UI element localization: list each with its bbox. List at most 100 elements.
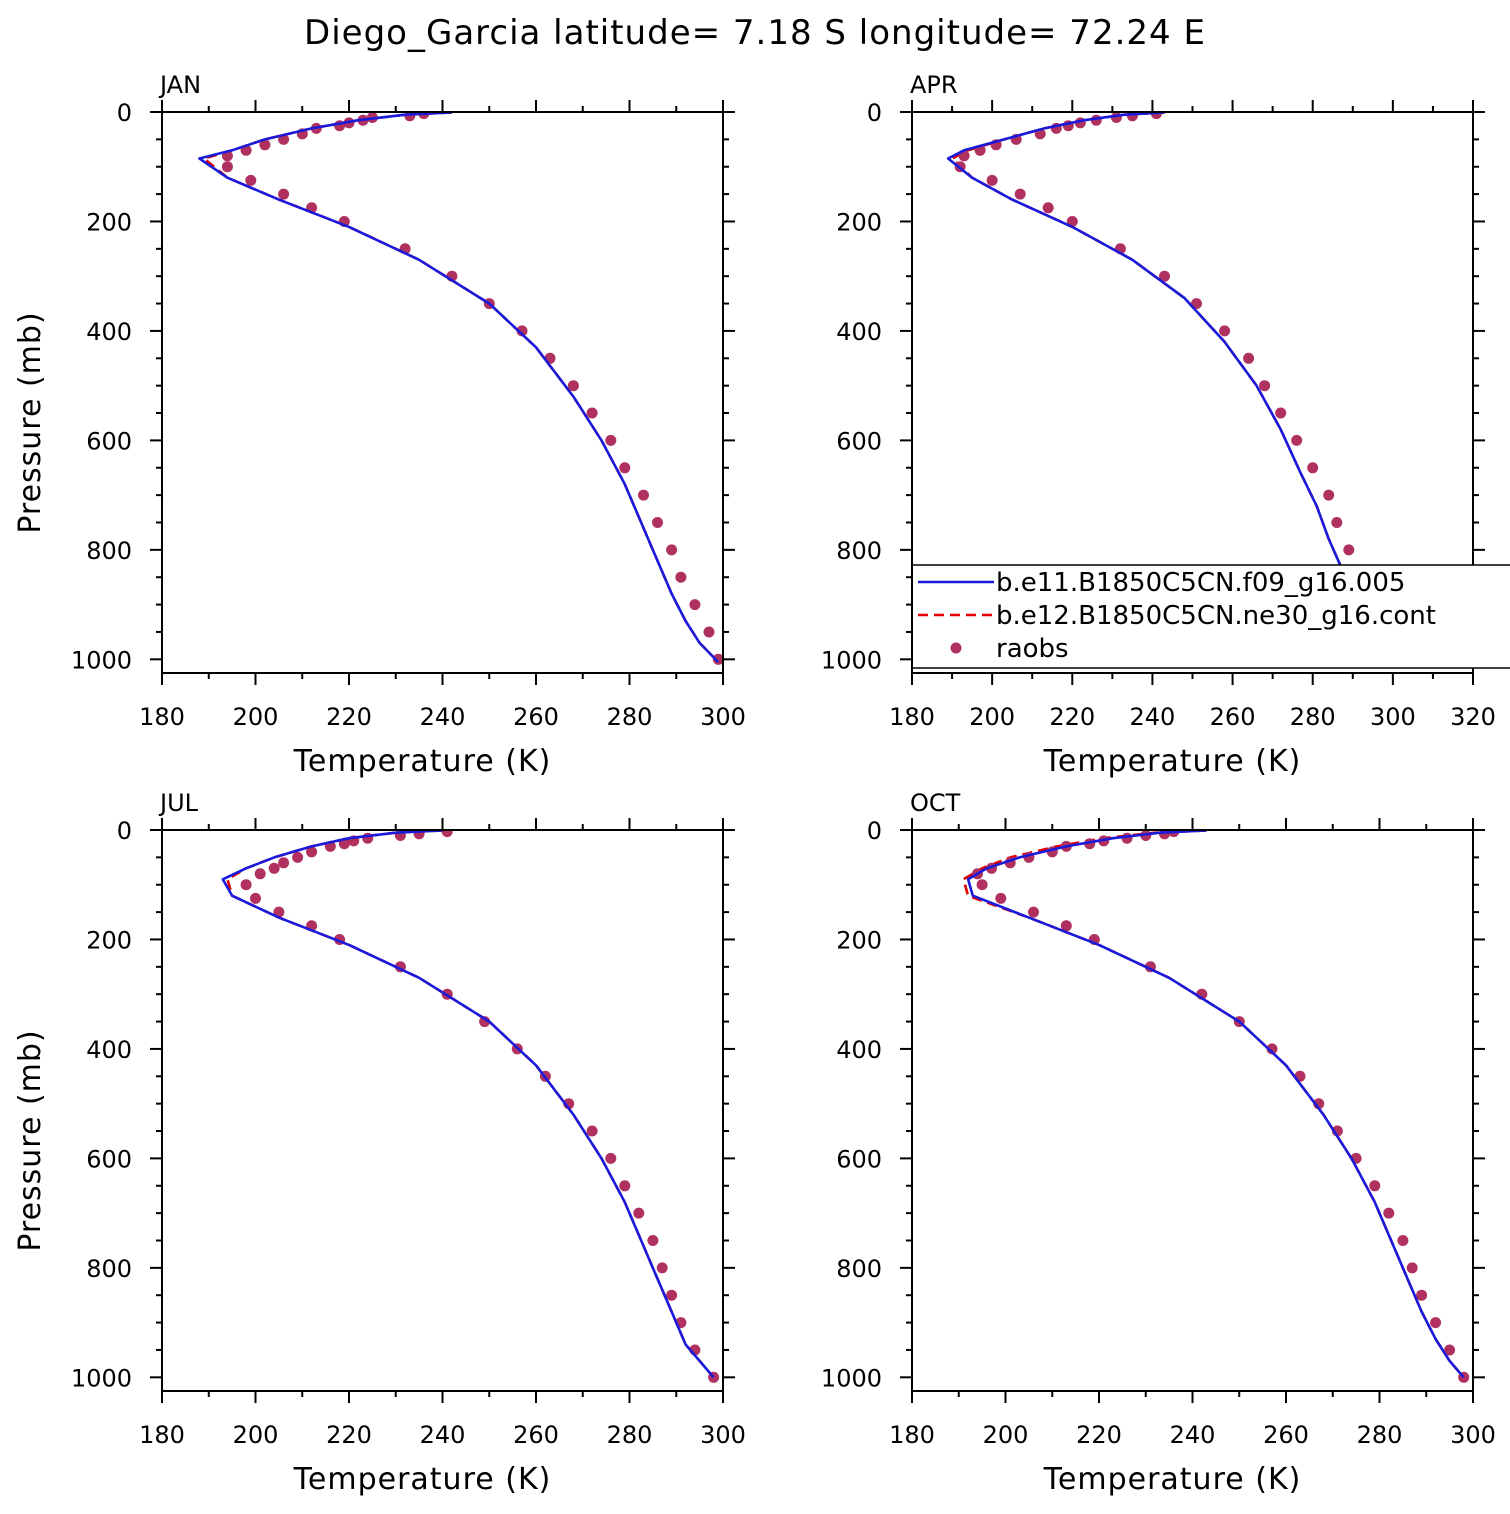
raobs-point <box>619 1180 631 1192</box>
raobs-point <box>666 1289 678 1301</box>
legend: b.e11.B1850C5CN.f09_g16.005b.e12.B1850C5… <box>913 564 1510 669</box>
raobs-point <box>567 380 579 392</box>
y-tick-label: 0 <box>117 817 132 845</box>
panel-jan: 180 200 220 240 260 280 300 0 200 400 600 800 1000 JA… <box>13 71 746 779</box>
x-tick-label: 260 <box>513 703 559 731</box>
raobs-point <box>273 906 285 918</box>
raobs-point <box>986 174 998 186</box>
y-tick-label: 600 <box>86 1145 132 1173</box>
raobs-point <box>976 879 988 891</box>
raobs-points <box>972 830 1470 1383</box>
raobs-point <box>441 830 453 838</box>
raobs-points <box>221 112 723 665</box>
raobs-point <box>250 892 261 904</box>
raobs-point <box>647 1235 659 1246</box>
legend-entry-label: b.e12.B1850C5CN.ne30_g16.cont <box>996 601 1436 631</box>
x-tick-label: 260 <box>513 1421 559 1449</box>
raobs-point <box>221 161 233 173</box>
y-tick-label: 800 <box>836 1255 882 1283</box>
plot-frame <box>161 111 724 674</box>
y-tick-label: 800 <box>86 1255 132 1283</box>
raobs-point <box>703 626 715 638</box>
x-tick-label: 280 <box>607 703 653 731</box>
x-tick-label: 180 <box>889 1421 935 1449</box>
raobs-point <box>1275 407 1287 419</box>
legend-background <box>913 565 1510 668</box>
raobs-point <box>652 517 663 528</box>
y-tick-label: 200 <box>836 926 882 954</box>
x-tick-label: 200 <box>233 1421 279 1449</box>
x-axis-label: Temperature (K) <box>293 744 552 779</box>
x-tick-label: 180 <box>139 703 185 731</box>
y-tick-label: 0 <box>867 817 882 845</box>
raobs-point <box>1259 380 1271 392</box>
y-tick-label: 1000 <box>71 1364 132 1392</box>
x-axis-label: Temperature (K) <box>293 1462 552 1497</box>
y-tick-label: 400 <box>86 318 132 346</box>
x-tick-label: 200 <box>233 703 279 731</box>
panel-label: OCT <box>910 789 961 817</box>
figure-title: Diego_Garcia latitude= 7.18 S longitude=… <box>304 13 1206 53</box>
x-tick-label: 220 <box>1076 1421 1122 1449</box>
raobs-point <box>240 879 252 891</box>
b11-series-line <box>221 830 715 1379</box>
raobs-point <box>268 862 280 874</box>
x-tick-label: 300 <box>700 1421 746 1449</box>
raobs-point <box>1060 920 1072 932</box>
x-tick-label: 300 <box>1370 703 1416 731</box>
raobs-point <box>278 188 290 200</box>
raobs-point <box>1331 517 1343 528</box>
raobs-point <box>479 1016 491 1028</box>
raobs-point <box>619 462 631 474</box>
raobs-point <box>1383 1207 1395 1219</box>
panel-jul: 180 200 220 240 260 280 300 0 200 400 600 800 1000 JU… <box>13 789 746 1497</box>
y-tick-label: 400 <box>86 1036 132 1064</box>
x-tick-label: 300 <box>1450 1421 1496 1449</box>
x-tick-label: 240 <box>420 1421 466 1449</box>
x-tick-label: 220 <box>326 1421 372 1449</box>
x-tick-label: 180 <box>889 703 935 731</box>
raobs-point <box>995 892 1007 904</box>
raobs-point <box>1014 188 1026 200</box>
raobs-point <box>254 868 266 880</box>
panel-label: APR <box>910 71 958 99</box>
y-tick-label: 200 <box>836 208 882 236</box>
raobs-point <box>1416 1289 1428 1301</box>
raobs-point <box>306 846 318 858</box>
x-tick-label: 300 <box>700 703 746 731</box>
legend-entry-label: raobs <box>996 634 1069 664</box>
raobs-point <box>245 174 257 186</box>
raobs-point <box>1397 1235 1409 1246</box>
b12-series-line <box>226 830 715 1379</box>
raobs-point <box>712 653 723 665</box>
y-axis-label: Pressure (mb) <box>13 311 48 533</box>
x-tick-label: 260 <box>1263 1421 1309 1449</box>
raobs-point <box>1219 325 1231 337</box>
raobs-point <box>656 1262 668 1274</box>
panel-apr: 180 200 220 240 260 280 300 320 0 200 400 600 800 100… <box>821 71 1496 779</box>
y-tick-label: 1000 <box>821 646 882 674</box>
x-tick-label: 280 <box>1290 703 1336 731</box>
raobs-point <box>1406 1262 1418 1274</box>
raobs-point <box>1444 1344 1456 1356</box>
x-tick-label: 320 <box>1450 703 1496 731</box>
raobs-point <box>1028 906 1039 918</box>
x-tick-label: 200 <box>969 703 1015 731</box>
x-axis-label: Temperature (K) <box>1043 1462 1302 1497</box>
y-tick-label: 600 <box>86 427 132 455</box>
b11-series-line <box>198 112 720 664</box>
raobs-point <box>1307 462 1319 474</box>
y-tick-label: 400 <box>836 318 882 346</box>
x-axis-label: Temperature (K) <box>1043 744 1302 779</box>
raobs-point <box>1243 352 1255 364</box>
y-tick-label: 1000 <box>71 646 132 674</box>
panel-oct: 180 200 220 240 260 280 300 0 200 400 600 800 1000 OC… <box>821 789 1496 1497</box>
x-tick-label: 180 <box>139 1421 185 1449</box>
raobs-point <box>675 571 687 583</box>
y-tick-label: 400 <box>836 1036 882 1064</box>
raobs-point <box>1343 544 1355 556</box>
raobs-point <box>586 1125 598 1137</box>
x-tick-label: 240 <box>1170 1421 1216 1449</box>
